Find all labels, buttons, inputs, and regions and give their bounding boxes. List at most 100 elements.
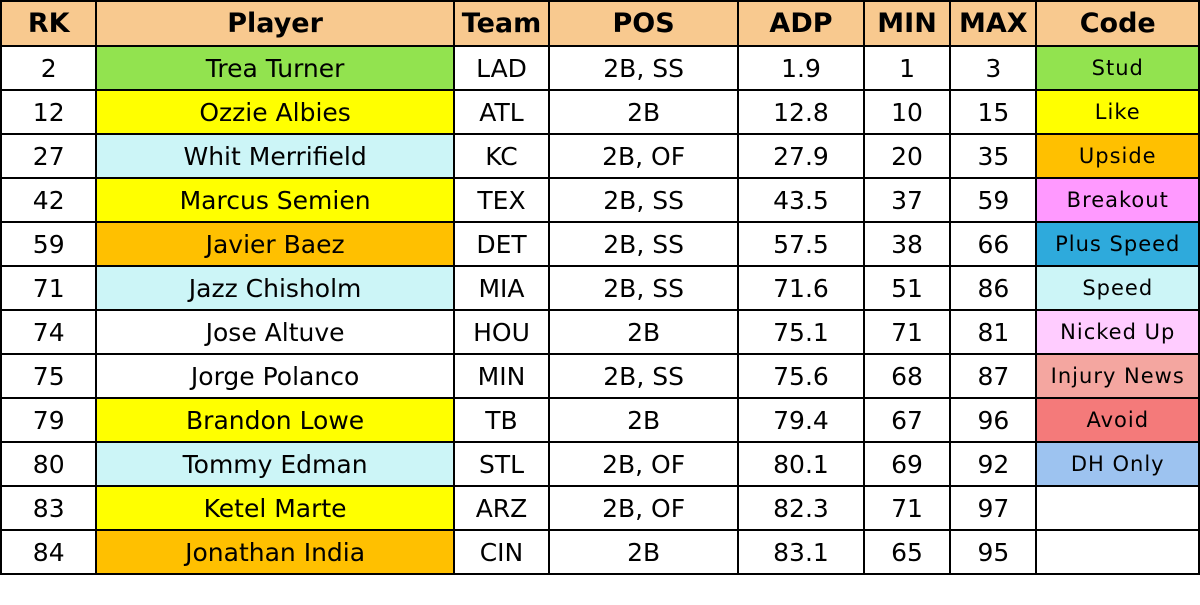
- player-cell: Ozzie Albies: [95, 89, 455, 135]
- player-cell: Ketel Marte: [95, 485, 455, 531]
- rk-cell: 79: [0, 397, 98, 443]
- rk-cell: 75: [0, 353, 98, 399]
- table-row: 59 Javier Baez DET 2B, SS 57.5 38 66 Plus Speed: [0, 221, 1200, 267]
- player-cell: Jazz Chisholm: [95, 265, 455, 311]
- adp-cell: 80.1: [737, 441, 865, 487]
- player-cell: Whit Merrifield: [95, 133, 455, 179]
- header-team[interactable]: Team: [452, 0, 551, 47]
- header-adp[interactable]: ADP: [737, 0, 865, 47]
- code-legend-cell: Plus Speed: [1035, 221, 1200, 267]
- pos-cell: 2B: [548, 89, 740, 135]
- header-row: RK Player Team POS ADP MIN MAX Code: [0, 0, 1200, 47]
- team-cell: ATL: [452, 89, 551, 135]
- rk-cell: 59: [0, 221, 98, 267]
- team-cell: KC: [452, 133, 551, 179]
- player-cell: Jorge Polanco: [95, 353, 455, 399]
- adp-cell: 27.9: [737, 133, 865, 179]
- adp-cell: 1.9: [737, 45, 865, 91]
- max-cell: 86: [949, 265, 1038, 311]
- rk-cell: 2: [0, 45, 98, 91]
- code-legend-cell: Nicked Up: [1035, 309, 1200, 355]
- adp-cell: 12.8: [737, 89, 865, 135]
- team-cell: STL: [452, 441, 551, 487]
- header-rk[interactable]: RK: [0, 0, 98, 47]
- min-cell: 37: [862, 177, 952, 223]
- max-cell: 35: [949, 133, 1038, 179]
- table-row: 2 Trea Turner LAD 2B, SS 1.9 1 3 Stud: [0, 45, 1200, 91]
- header-max[interactable]: MAX: [949, 0, 1038, 47]
- team-cell: HOU: [452, 309, 551, 355]
- team-cell: LAD: [452, 45, 551, 91]
- pos-cell: 2B, SS: [548, 45, 740, 91]
- team-cell: CIN: [452, 529, 551, 575]
- min-cell: 10: [862, 89, 952, 135]
- pos-cell: 2B, SS: [548, 221, 740, 267]
- code-legend-cell: Speed: [1035, 265, 1200, 311]
- adp-cell: 82.3: [737, 485, 865, 531]
- table-row: 74 Jose Altuve HOU 2B 75.1 71 81 Nicked Up: [0, 309, 1200, 355]
- code-legend-cell: Upside: [1035, 133, 1200, 179]
- max-cell: 92: [949, 441, 1038, 487]
- header-player[interactable]: Player: [95, 0, 455, 47]
- code-legend-cell: Injury News: [1035, 353, 1200, 399]
- team-cell: DET: [452, 221, 551, 267]
- min-cell: 71: [862, 309, 952, 355]
- min-cell: 71: [862, 485, 952, 531]
- pos-cell: 2B: [548, 309, 740, 355]
- player-cell: Jonathan India: [95, 529, 455, 575]
- pos-cell: 2B: [548, 529, 740, 575]
- team-cell: TB: [452, 397, 551, 443]
- table-row: 83 Ketel Marte ARZ 2B, OF 82.3 71 97: [0, 485, 1200, 531]
- adp-cell: 43.5: [737, 177, 865, 223]
- table-row: 71 Jazz Chisholm MIA 2B, SS 71.6 51 86 Speed: [0, 265, 1200, 311]
- max-cell: 97: [949, 485, 1038, 531]
- max-cell: 3: [949, 45, 1038, 91]
- team-cell: MIN: [452, 353, 551, 399]
- rk-cell: 71: [0, 265, 98, 311]
- code-legend-cell: [1035, 485, 1200, 531]
- max-cell: 95: [949, 529, 1038, 575]
- player-cell: Javier Baez: [95, 221, 455, 267]
- min-cell: 51: [862, 265, 952, 311]
- code-legend-cell: Breakout: [1035, 177, 1200, 223]
- code-legend-cell: DH Only: [1035, 441, 1200, 487]
- pos-cell: 2B, OF: [548, 485, 740, 531]
- rk-cell: 80: [0, 441, 98, 487]
- header-pos[interactable]: POS: [548, 0, 740, 47]
- code-legend-cell: Avoid: [1035, 397, 1200, 443]
- table-row: 27 Whit Merrifield KC 2B, OF 27.9 20 35 Upside: [0, 133, 1200, 179]
- code-legend-cell: Like: [1035, 89, 1200, 135]
- adp-cell: 79.4: [737, 397, 865, 443]
- min-cell: 20: [862, 133, 952, 179]
- team-cell: TEX: [452, 177, 551, 223]
- adp-cell: 71.6: [737, 265, 865, 311]
- min-cell: 68: [862, 353, 952, 399]
- pos-cell: 2B, OF: [548, 133, 740, 179]
- adp-cell: 57.5: [737, 221, 865, 267]
- rk-cell: 12: [0, 89, 98, 135]
- pos-cell: 2B, SS: [548, 265, 740, 311]
- rk-cell: 74: [0, 309, 98, 355]
- max-cell: 87: [949, 353, 1038, 399]
- max-cell: 15: [949, 89, 1038, 135]
- rk-cell: 83: [0, 485, 98, 531]
- table-row: 84 Jonathan India CIN 2B 83.1 65 95: [0, 529, 1200, 575]
- rk-cell: 27: [0, 133, 98, 179]
- team-cell: MIA: [452, 265, 551, 311]
- table-row: 79 Brandon Lowe TB 2B 79.4 67 96 Avoid: [0, 397, 1200, 443]
- player-cell: Brandon Lowe: [95, 397, 455, 443]
- header-min[interactable]: MIN: [862, 0, 952, 47]
- rk-cell: 84: [0, 529, 98, 575]
- max-cell: 59: [949, 177, 1038, 223]
- player-cell: Marcus Semien: [95, 177, 455, 223]
- pos-cell: 2B, OF: [548, 441, 740, 487]
- player-cell: Tommy Edman: [95, 441, 455, 487]
- code-legend-cell: Stud: [1035, 45, 1200, 91]
- team-cell: ARZ: [452, 485, 551, 531]
- adp-cell: 83.1: [737, 529, 865, 575]
- min-cell: 67: [862, 397, 952, 443]
- header-code[interactable]: Code: [1035, 0, 1200, 47]
- pos-cell: 2B: [548, 397, 740, 443]
- code-legend-cell: [1035, 529, 1200, 575]
- adp-table: RK Player Team POS ADP MIN MAX Code 2 Tre…: [0, 0, 1200, 575]
